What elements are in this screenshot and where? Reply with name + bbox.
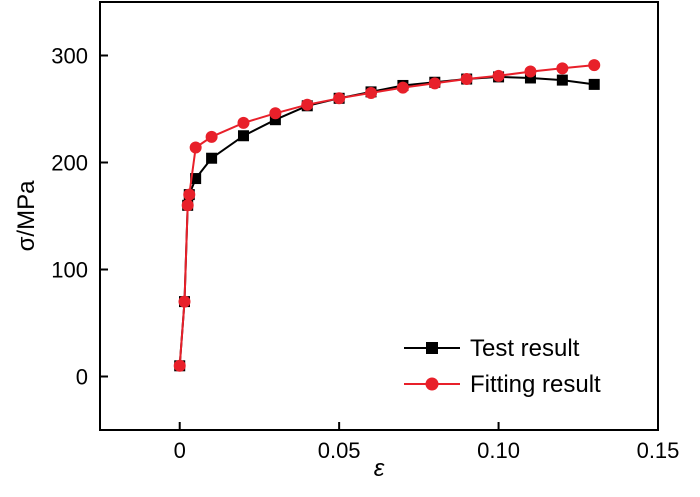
data-point bbox=[365, 86, 378, 99]
legend-marker-fitting bbox=[425, 377, 439, 391]
data-point bbox=[428, 77, 441, 90]
series-test-result bbox=[174, 71, 600, 372]
data-point bbox=[460, 73, 473, 86]
data-point bbox=[237, 130, 249, 142]
x-tick-label: 0.10 bbox=[477, 438, 520, 463]
data-point bbox=[181, 199, 194, 212]
legend-label-test: Test result bbox=[470, 335, 580, 362]
x-tick-label: 0.15 bbox=[637, 438, 680, 463]
x-tick-label: 0 bbox=[174, 438, 186, 463]
data-point bbox=[556, 74, 568, 86]
y-axis-title: σ/MPa bbox=[13, 180, 40, 251]
data-point bbox=[269, 114, 281, 126]
data-point bbox=[178, 295, 191, 308]
x-axis-title: ε bbox=[374, 455, 385, 482]
data-point bbox=[524, 72, 536, 84]
data-point bbox=[301, 98, 314, 111]
axes bbox=[99, 1, 659, 431]
data-point bbox=[173, 359, 186, 372]
data-point bbox=[396, 81, 409, 94]
legend: Test result Fitting result bbox=[404, 335, 601, 398]
data-point bbox=[190, 173, 202, 185]
legend-label-fitting: Fitting result bbox=[470, 371, 601, 398]
plot-frame bbox=[99, 1, 659, 431]
data-point bbox=[189, 141, 202, 154]
data-point bbox=[333, 92, 346, 105]
legend-marker-test bbox=[426, 342, 438, 354]
data-point bbox=[269, 107, 282, 120]
y-tick-label: 300 bbox=[51, 44, 88, 69]
series-layer bbox=[173, 59, 601, 372]
series-fitting-result bbox=[173, 59, 601, 372]
data-point bbox=[524, 65, 537, 78]
series-line bbox=[178, 64, 595, 366]
data-point bbox=[183, 188, 196, 201]
data-point bbox=[206, 152, 218, 164]
y-tick-label: 200 bbox=[51, 151, 88, 176]
y-tick-label: 100 bbox=[51, 258, 88, 283]
tick-marks bbox=[100, 54, 659, 430]
x-tick-label: 0.05 bbox=[318, 438, 361, 463]
data-point bbox=[588, 78, 600, 90]
data-point bbox=[492, 69, 505, 82]
data-point bbox=[237, 116, 250, 129]
y-tick-label: 0 bbox=[76, 365, 88, 390]
data-point bbox=[205, 130, 218, 143]
data-point bbox=[588, 59, 601, 72]
tick-labels: 0 0.05 0.10 0.15 0 100 200 300 bbox=[51, 44, 679, 464]
data-point bbox=[556, 62, 569, 75]
